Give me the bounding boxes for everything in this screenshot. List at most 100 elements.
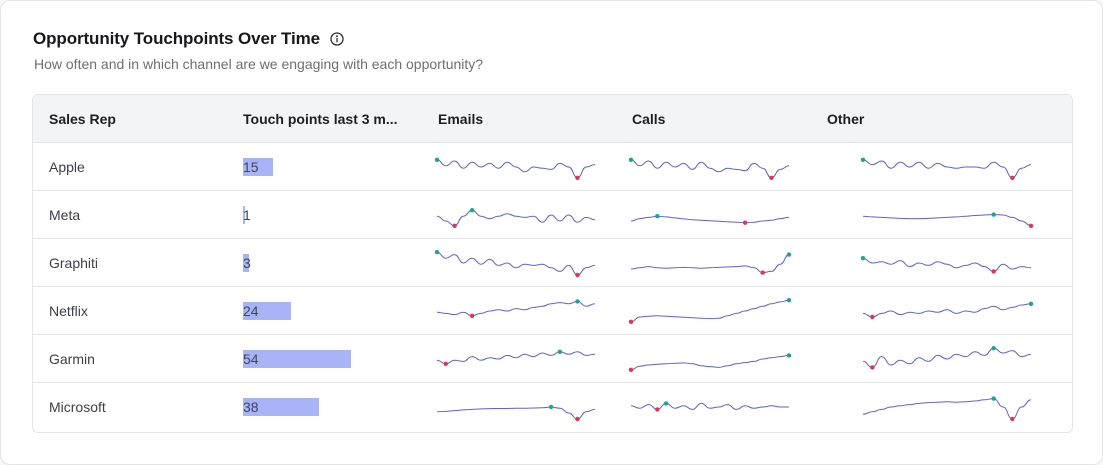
emails-sparkline <box>436 404 596 422</box>
card-title: Opportunity Touchpoints Over Time <box>33 29 320 48</box>
emails-sparkline <box>436 208 596 228</box>
other-sparkline-path <box>862 303 1032 318</box>
touchpoints-cell: 38 <box>243 398 423 416</box>
calls-sparkline <box>630 214 790 225</box>
other-sparkline-path <box>862 347 1032 368</box>
low-point-dot <box>452 223 457 228</box>
low-point-dot <box>760 270 765 275</box>
other-sparkline-path <box>862 214 1032 227</box>
low-point-dot <box>575 416 580 422</box>
column-header-touch-points[interactable]: Touch points last 3 m... <box>243 111 398 127</box>
column-header-calls[interactable]: Calls <box>632 111 666 127</box>
low-point-dot <box>575 175 580 180</box>
calls-sparkline <box>630 401 789 412</box>
calls-sparkline-path <box>630 402 789 410</box>
high-point-dot <box>860 157 866 162</box>
emails-sparkline-path <box>436 300 596 317</box>
high-point-dot <box>786 353 792 358</box>
high-point-dot <box>991 396 996 401</box>
info-icon[interactable] <box>330 32 344 46</box>
low-point-dot <box>991 269 996 274</box>
touchpoints-value: 54 <box>243 351 259 367</box>
table-row[interactable]: Netflix 24 <box>33 287 1072 335</box>
calls-sparkline-path <box>630 215 790 224</box>
touchpoints-cell: 15 <box>243 158 423 176</box>
low-point-dot <box>628 319 634 324</box>
high-point-dot <box>548 404 554 410</box>
touchpoints-bar <box>243 254 249 272</box>
high-point-dot <box>1028 301 1034 306</box>
column-header-emails[interactable]: Emails <box>438 111 484 127</box>
other-sparkline <box>862 346 1032 370</box>
table-row[interactable]: Garmin 54 <box>33 335 1072 383</box>
calls-sparkline-path <box>630 159 790 179</box>
high-point-dot <box>860 256 866 261</box>
emails-sparkline <box>436 299 596 318</box>
emails-sparkline <box>436 349 596 366</box>
card-subtitle: How often and in which channel are we en… <box>34 56 484 72</box>
calls-sparkline <box>628 353 792 372</box>
sales-rep-name: Garmin <box>49 351 95 367</box>
column-header-sales-rep[interactable]: Sales Rep <box>49 111 116 127</box>
sales-rep-name: Microsoft <box>49 399 106 415</box>
low-point-dot <box>769 175 774 180</box>
high-point-dot <box>663 401 669 406</box>
card-header: Opportunity Touchpoints Over Time <box>33 29 344 49</box>
other-sparkline <box>862 212 1034 228</box>
high-point-dot <box>991 212 996 217</box>
emails-sparkline-path <box>436 406 596 420</box>
low-point-dot <box>469 313 475 318</box>
sales-rep-name: Netflix <box>49 303 88 319</box>
low-point-dot <box>443 361 448 366</box>
high-point-dot <box>628 157 634 162</box>
sales-rep-name: Apple <box>49 159 85 175</box>
sales-rep-name: Graphiti <box>49 255 99 271</box>
emails-sparkline-path <box>436 159 596 179</box>
other-sparkline-path <box>862 398 1032 420</box>
high-point-dot <box>991 346 996 351</box>
low-point-dot <box>870 314 875 320</box>
calls-sparkline-path <box>630 254 790 274</box>
low-point-dot <box>575 272 580 278</box>
low-point-dot <box>1010 416 1015 422</box>
high-point-dot <box>786 252 792 257</box>
low-point-dot <box>1010 175 1015 180</box>
low-point-dot <box>655 407 660 412</box>
high-point-dot <box>557 349 563 354</box>
other-sparkline <box>860 256 1032 274</box>
emails-sparkline <box>434 250 596 278</box>
low-point-dot <box>1028 223 1034 228</box>
touchpoints-bar <box>243 158 273 176</box>
sales-rep-name: Meta <box>49 207 81 223</box>
emails-sparkline-path <box>436 251 596 276</box>
emails-sparkline-path <box>436 351 596 365</box>
touchpoints-value: 1 <box>243 207 251 223</box>
touchpoints-cell: 3 <box>243 254 423 272</box>
low-point-dot <box>870 365 875 370</box>
other-sparkline-path <box>862 159 1032 179</box>
emails-sparkline-path <box>436 209 596 227</box>
touchpoints-bar <box>243 302 291 320</box>
touchpoints-bar <box>243 206 245 224</box>
table-row[interactable]: Microsoft 38 <box>33 383 1072 431</box>
high-point-dot <box>575 299 580 304</box>
calls-sparkline-path <box>630 354 790 371</box>
touchpoints-value: 15 <box>243 159 259 175</box>
touchpoints-bar <box>243 398 319 416</box>
high-point-dot <box>655 214 660 219</box>
touchpoints-cell: 54 <box>243 350 423 368</box>
touchpoints-value: 38 <box>243 399 259 415</box>
high-point-dot <box>434 250 440 255</box>
table-row[interactable]: Apple 15 <box>33 143 1072 191</box>
high-point-dot <box>786 298 792 303</box>
table-row[interactable]: Graphiti 3 <box>33 239 1072 287</box>
touchpoints-table: Sales Rep Touch points last 3 m... Email… <box>32 94 1073 433</box>
table-row[interactable]: Meta 1 <box>33 191 1072 239</box>
touchpoints-cell: 24 <box>243 302 423 320</box>
touchpoints-bar <box>243 350 351 368</box>
touchpoints-value: 3 <box>243 255 251 271</box>
calls-sparkline <box>630 252 792 275</box>
calls-sparkline-path <box>630 299 790 323</box>
column-header-other[interactable]: Other <box>827 111 865 127</box>
